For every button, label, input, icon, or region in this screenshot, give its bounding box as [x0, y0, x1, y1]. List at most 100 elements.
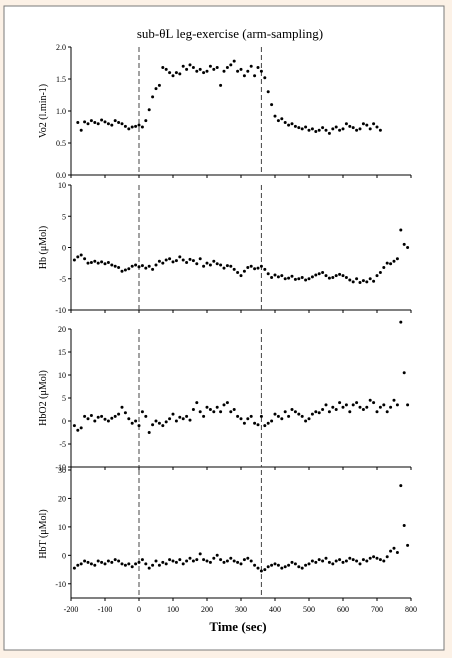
data-point	[256, 423, 260, 427]
data-point	[202, 264, 206, 268]
data-point	[304, 278, 308, 282]
data-point	[385, 555, 389, 559]
data-point	[239, 417, 243, 421]
data-point	[174, 71, 178, 75]
data-point	[334, 125, 338, 129]
data-point	[215, 553, 219, 557]
data-point	[293, 410, 297, 414]
data-point	[113, 264, 117, 268]
data-point	[317, 128, 321, 132]
data-point	[358, 127, 362, 131]
data-point	[344, 559, 348, 563]
data-point	[174, 560, 178, 564]
data-point	[273, 273, 277, 277]
data-point	[321, 408, 325, 411]
x-tick-label: 200	[201, 605, 213, 614]
data-point	[327, 410, 331, 414]
data-point	[375, 274, 379, 278]
data-point	[270, 419, 274, 423]
data-point	[232, 59, 236, 63]
data-point	[283, 410, 287, 414]
data-point	[120, 405, 124, 409]
data-point	[134, 562, 138, 566]
data-point	[372, 279, 376, 283]
data-point	[123, 563, 127, 567]
data-point	[127, 127, 131, 131]
chart-panel-2: -10 -5 0 5 10 Hb (μMol)	[38, 181, 412, 315]
data-point	[79, 253, 83, 257]
data-point	[147, 566, 151, 570]
y-tick-label: 10	[58, 181, 66, 190]
data-point	[110, 416, 114, 420]
data-point	[76, 255, 80, 259]
data-point	[83, 120, 87, 124]
data-point	[140, 558, 144, 562]
x-tick-label: 100	[167, 605, 179, 614]
data-point	[86, 417, 90, 421]
y-tick-label: 0.0	[56, 171, 66, 180]
data-point	[212, 410, 216, 414]
data-point	[96, 559, 100, 563]
data-point	[365, 123, 369, 127]
data-point	[110, 560, 114, 564]
data-point	[304, 419, 308, 423]
data-point	[263, 267, 267, 271]
data-point	[222, 560, 226, 564]
data-point	[120, 269, 124, 273]
data-point	[382, 266, 386, 269]
data-point	[361, 122, 365, 126]
data-point	[389, 405, 393, 409]
data-point	[392, 259, 396, 263]
data-point	[202, 71, 206, 75]
data-point	[89, 414, 93, 417]
data-point	[144, 414, 148, 418]
data-point	[327, 276, 331, 280]
data-point	[100, 260, 104, 264]
data-point	[273, 562, 277, 566]
data-point	[127, 417, 131, 421]
data-point	[317, 558, 321, 562]
data-point	[395, 257, 399, 261]
data-point	[283, 277, 287, 281]
data-point	[147, 108, 151, 112]
data-point	[280, 417, 284, 421]
plots: 0.0 0.5 1.0 1.5 2.0 Vo2 (l.min-1) -10 -5 0 5 10 Hb …	[38, 43, 417, 614]
x-tick-label: -100	[98, 605, 113, 614]
data-point	[395, 551, 399, 554]
data-point	[406, 403, 410, 407]
y-axis-label: HbT (μMol)	[38, 509, 49, 558]
data-point	[120, 562, 124, 566]
data-point	[208, 560, 212, 564]
data-point	[249, 414, 253, 418]
data-point	[198, 410, 202, 414]
data-point	[236, 271, 240, 274]
y-tick-label: 0	[62, 417, 66, 426]
data-point	[378, 128, 382, 132]
data-point	[392, 546, 396, 550]
data-point	[378, 558, 382, 562]
data-point	[338, 128, 342, 132]
data-point	[256, 566, 260, 570]
data-point	[76, 563, 80, 567]
data-point	[341, 405, 345, 409]
y-tick-label: 20	[58, 325, 66, 334]
data-point	[110, 123, 114, 127]
y-tick-label: -10	[55, 463, 66, 472]
y-tick-label: -10	[55, 306, 66, 315]
data-point	[154, 263, 158, 267]
data-point	[287, 414, 291, 418]
data-point	[351, 126, 355, 130]
data-point	[100, 118, 104, 122]
data-point	[229, 63, 233, 67]
data-point	[317, 411, 321, 415]
data-point	[290, 560, 294, 564]
data-point	[246, 266, 250, 269]
data-point	[344, 403, 348, 407]
data-point	[106, 419, 110, 423]
data-point	[178, 72, 182, 76]
y-tick-label: 15	[58, 348, 66, 357]
data-point	[134, 263, 138, 267]
data-point	[321, 559, 325, 563]
data-point	[185, 67, 189, 71]
